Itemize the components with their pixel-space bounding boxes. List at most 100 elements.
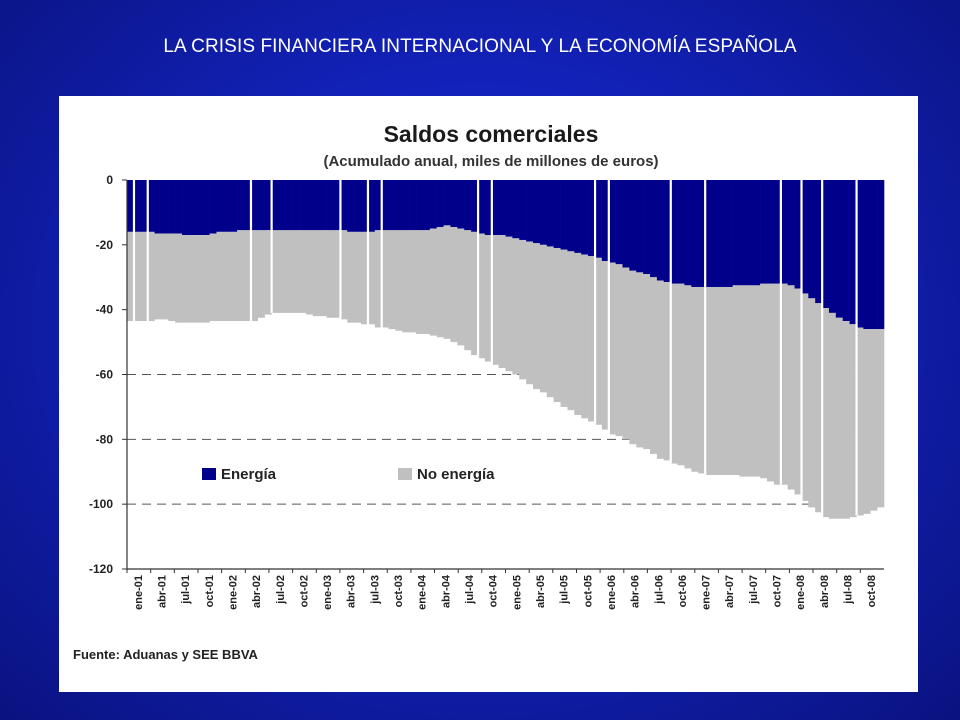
bar-energia [725,180,733,287]
x-tick-label: oct-04 [488,574,500,607]
bar-energia [209,180,217,234]
bar-no-energia [429,228,437,336]
bar-energia [388,180,396,231]
bar-energia [409,180,417,231]
bar-separator [490,180,493,365]
bar-no-energia [271,230,279,313]
x-tick-label: abr-07 [724,575,736,608]
bar-energia [608,180,616,263]
bar-energia [822,180,830,309]
bar-no-energia [863,329,871,514]
bar-no-energia [877,329,885,508]
bar-energia [271,180,279,231]
bar-energia [711,180,720,287]
bar-no-energia [773,283,782,485]
bar-no-energia [815,303,823,513]
bar-energia [787,180,795,286]
bar-no-energia [553,248,561,403]
bar-no-energia [333,230,341,318]
bar-no-energia [636,272,644,448]
bar-energia [760,180,768,284]
bar-energia [416,180,424,231]
x-tick-label: ene-06 [606,575,618,610]
bar-energia [175,180,183,234]
bar-no-energia [133,231,142,322]
x-tick-label: jul-06 [653,575,665,605]
bar-no-energia [319,230,327,317]
bar-no-energia [526,241,534,385]
bar-no-energia [127,231,135,322]
bar-no-energia [574,252,582,416]
bar-no-energia [209,233,217,322]
bar-no-energia [443,225,451,339]
bar-energia [767,180,775,284]
chart-svg: Saldos comerciales (Acumulado anual, mil… [73,121,885,662]
bar-energia [333,180,341,231]
x-tick-label: abr-06 [630,575,642,608]
bar-energia [305,180,314,231]
slide-title: LA CRISIS FINANCIERA INTERNACIONAL Y LA … [163,36,797,57]
x-tick-label: ene-02 [228,575,240,610]
bar-energia [216,180,224,232]
chart-subtitle: (Acumulado anual, miles de millones de e… [323,153,658,170]
bar-energia [746,180,754,286]
bar-energia [360,180,369,232]
bar-energia [815,180,823,304]
bar-no-energia [471,231,479,356]
bar-no-energia [140,231,148,322]
x-tick-label: abr-01 [157,575,169,608]
bar-energia [374,180,382,231]
bars-layer [127,180,885,519]
bar-no-energia [794,288,802,495]
bar-energia [278,180,286,231]
bar-no-energia [663,282,671,461]
bar-energia [863,180,871,330]
bar-energia [498,180,506,236]
x-tick-label: oct-05 [582,575,594,607]
bar-energia [643,180,651,275]
bar-separator [704,180,707,475]
x-tick-label: abr-05 [535,575,547,608]
x-tick-label: abr-03 [346,575,358,608]
bar-energia [594,180,603,258]
bar-energia [670,180,678,284]
bar-energia [773,180,782,284]
x-tick-label: ene-05 [511,575,523,610]
x-tick-label: abr-08 [819,575,831,608]
bar-no-energia [278,230,286,313]
bar-no-energia [498,235,506,369]
x-tick-label: ene-08 [795,575,807,610]
bar-energia [601,180,610,262]
bar-no-energia [808,298,816,508]
y-tick-label: 0 [106,173,113,187]
bar-energia [264,180,272,231]
legend-swatch-energia [202,468,216,480]
bar-no-energia [643,274,651,450]
bar-no-energia [264,230,272,315]
bar-no-energia [409,230,417,333]
bar-no-energia [326,230,334,318]
bar-no-energia [416,230,424,334]
bar-no-energia [767,283,775,482]
bar-no-energia [168,233,176,322]
bar-energia [553,180,561,249]
bar-energia [443,180,451,226]
bar-no-energia [285,230,293,313]
bar-energia [326,180,334,231]
y-tick-label: -20 [96,238,114,252]
bar-separator [669,180,672,464]
bar-energia [801,180,809,294]
bar-no-energia [422,230,431,334]
bar-energia [457,180,465,229]
bar-energia [436,180,444,227]
bar-energia [780,180,788,284]
bar-energia [546,180,554,247]
bar-energia [512,180,520,239]
bar-no-energia [202,235,210,323]
bar-separator [800,180,803,501]
bar-no-energia [698,286,706,474]
bar-energia [835,180,844,318]
bar-energia [705,180,713,287]
bar-energia [464,180,472,231]
chart-title: Saldos comerciales [384,121,599,147]
